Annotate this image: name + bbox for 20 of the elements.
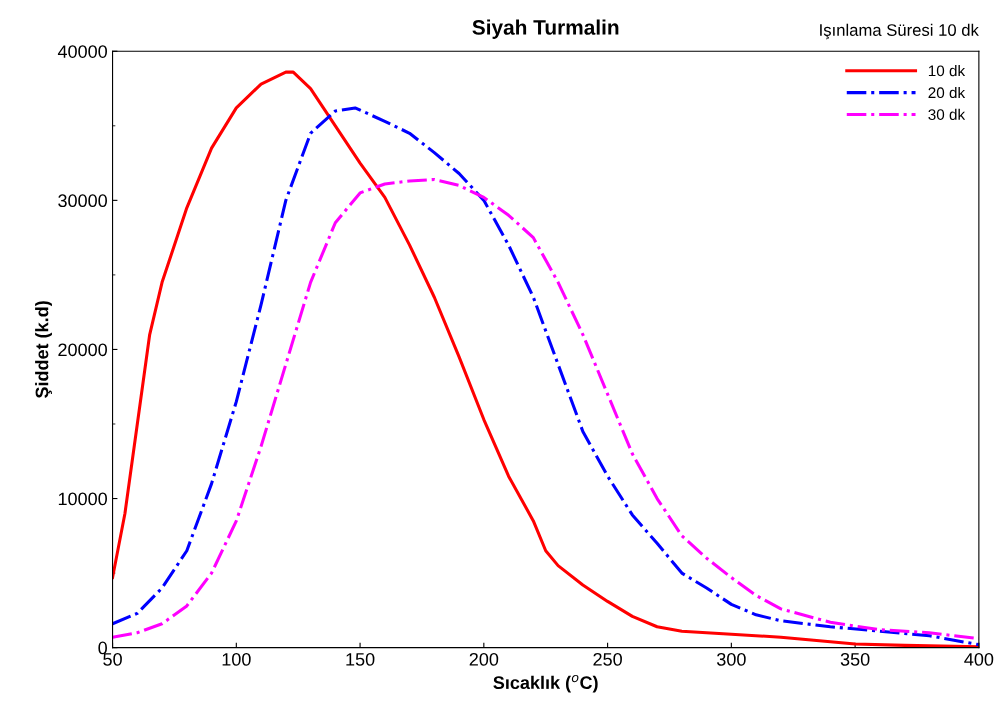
y-tick-label: 20000 <box>58 343 107 357</box>
text: Işınlama Süresi 10 dk <box>820 23 979 40</box>
x-tick-label: 50 <box>103 652 122 666</box>
x-tick-label: 100 <box>222 652 251 666</box>
y-tick-label: 40000 <box>57 45 107 58</box>
legend-label: 10 dk <box>928 65 966 77</box>
x-tick-label: 200 <box>469 652 499 666</box>
x-tick-label: 350 <box>840 652 870 666</box>
y-axis-title: Şiddet (k.d) <box>35 301 52 399</box>
x-tick-label: 300 <box>716 652 746 666</box>
y-tick-label: 30000 <box>58 194 107 208</box>
y-tick-label: 0 <box>98 641 107 655</box>
x-tick-label: 250 <box>593 652 622 666</box>
legend-label: 30 dk <box>928 108 966 120</box>
x-axis-title: Sıcaklık ($^{o}$C) <box>493 674 598 693</box>
legend-label: 20 dk <box>928 86 966 99</box>
y-tick-label: 10000 <box>58 492 107 506</box>
x-tick-label: 150 <box>346 652 375 666</box>
x-tick-label: 400 <box>964 652 994 666</box>
chart-title: Siyah Turmalin <box>472 19 619 39</box>
